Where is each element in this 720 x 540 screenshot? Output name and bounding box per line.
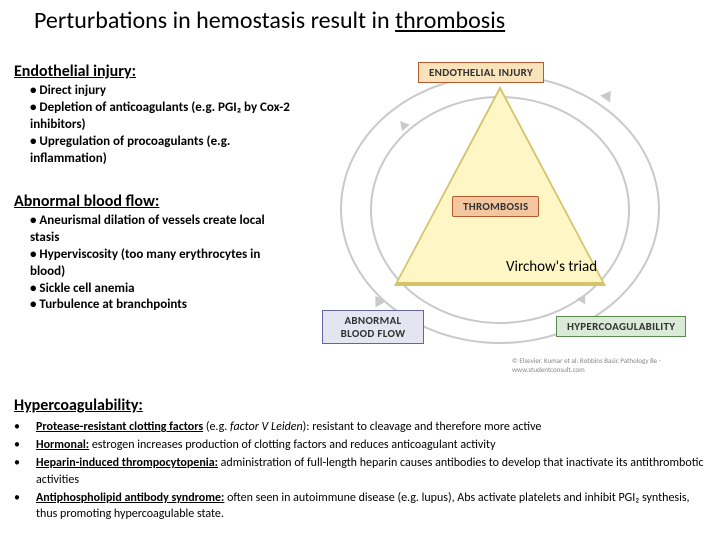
list-item: • Sickle cell anemia (30, 281, 294, 298)
title-underline: thrombosis (395, 6, 505, 35)
hyper-list: •Protease-resistant clotting factors (e.… (14, 419, 706, 522)
list-item: •Antiphospholipid antibody syndrome: oft… (14, 490, 706, 522)
list-item: • Direct injury (30, 83, 294, 100)
hypercoagulability-section: Hypercoagulability: •Protease-resistant … (14, 396, 706, 524)
list-item: •Hormonal: estrogen increases production… (14, 437, 706, 453)
virchow-triad-label: Virchow's triad (506, 258, 597, 276)
box-hypercoagulability: HYPERCOAGULABILITY (556, 316, 686, 337)
endothelial-injury-section: Endothelial injury: • Direct injury • De… (14, 62, 294, 167)
abnormal-flow-section: Abnormal blood flow: • Aneurismal dilati… (14, 192, 294, 314)
endo-list: • Direct injury • Depletion of anticoagu… (30, 83, 294, 167)
list-item: • Aneurismal dilation of vessels create … (30, 213, 294, 247)
box-abnormal-blood-flow: ABNORMAL BLOOD FLOW (322, 310, 424, 344)
box-endothelial-injury: ENDOTHELIAL INJURY (418, 62, 544, 83)
endo-header: Endothelial injury: (14, 62, 294, 81)
list-item: • Turbulence at branchpoints (30, 297, 294, 314)
triangle-fill (398, 90, 602, 282)
list-item: • Upregulation of procoagulants (e.g. in… (30, 134, 294, 168)
flow-list: • Aneurismal dilation of vessels create … (30, 213, 294, 314)
list-item: • Depletion of anticoagulants (e.g. PGI₂… (30, 100, 294, 134)
copyright-text: © Elsevier. Kumar et al: Robbins Basic P… (512, 356, 720, 374)
flow-header: Abnormal blood flow: (14, 192, 294, 211)
list-item: • Hyperviscosity (too many erythrocytes … (30, 247, 294, 281)
list-item: •Heparin-induced thrompocytopenia: admin… (14, 455, 706, 487)
title-prefix: Perturbations in hemostasis result in (34, 6, 395, 35)
box-thrombosis: THROMBOSIS (452, 196, 539, 217)
page-title: Perturbations in hemostasis result in th… (34, 6, 505, 35)
list-item: •Protease-resistant clotting factors (e.… (14, 419, 706, 435)
hyper-header: Hypercoagulability: (14, 396, 706, 415)
